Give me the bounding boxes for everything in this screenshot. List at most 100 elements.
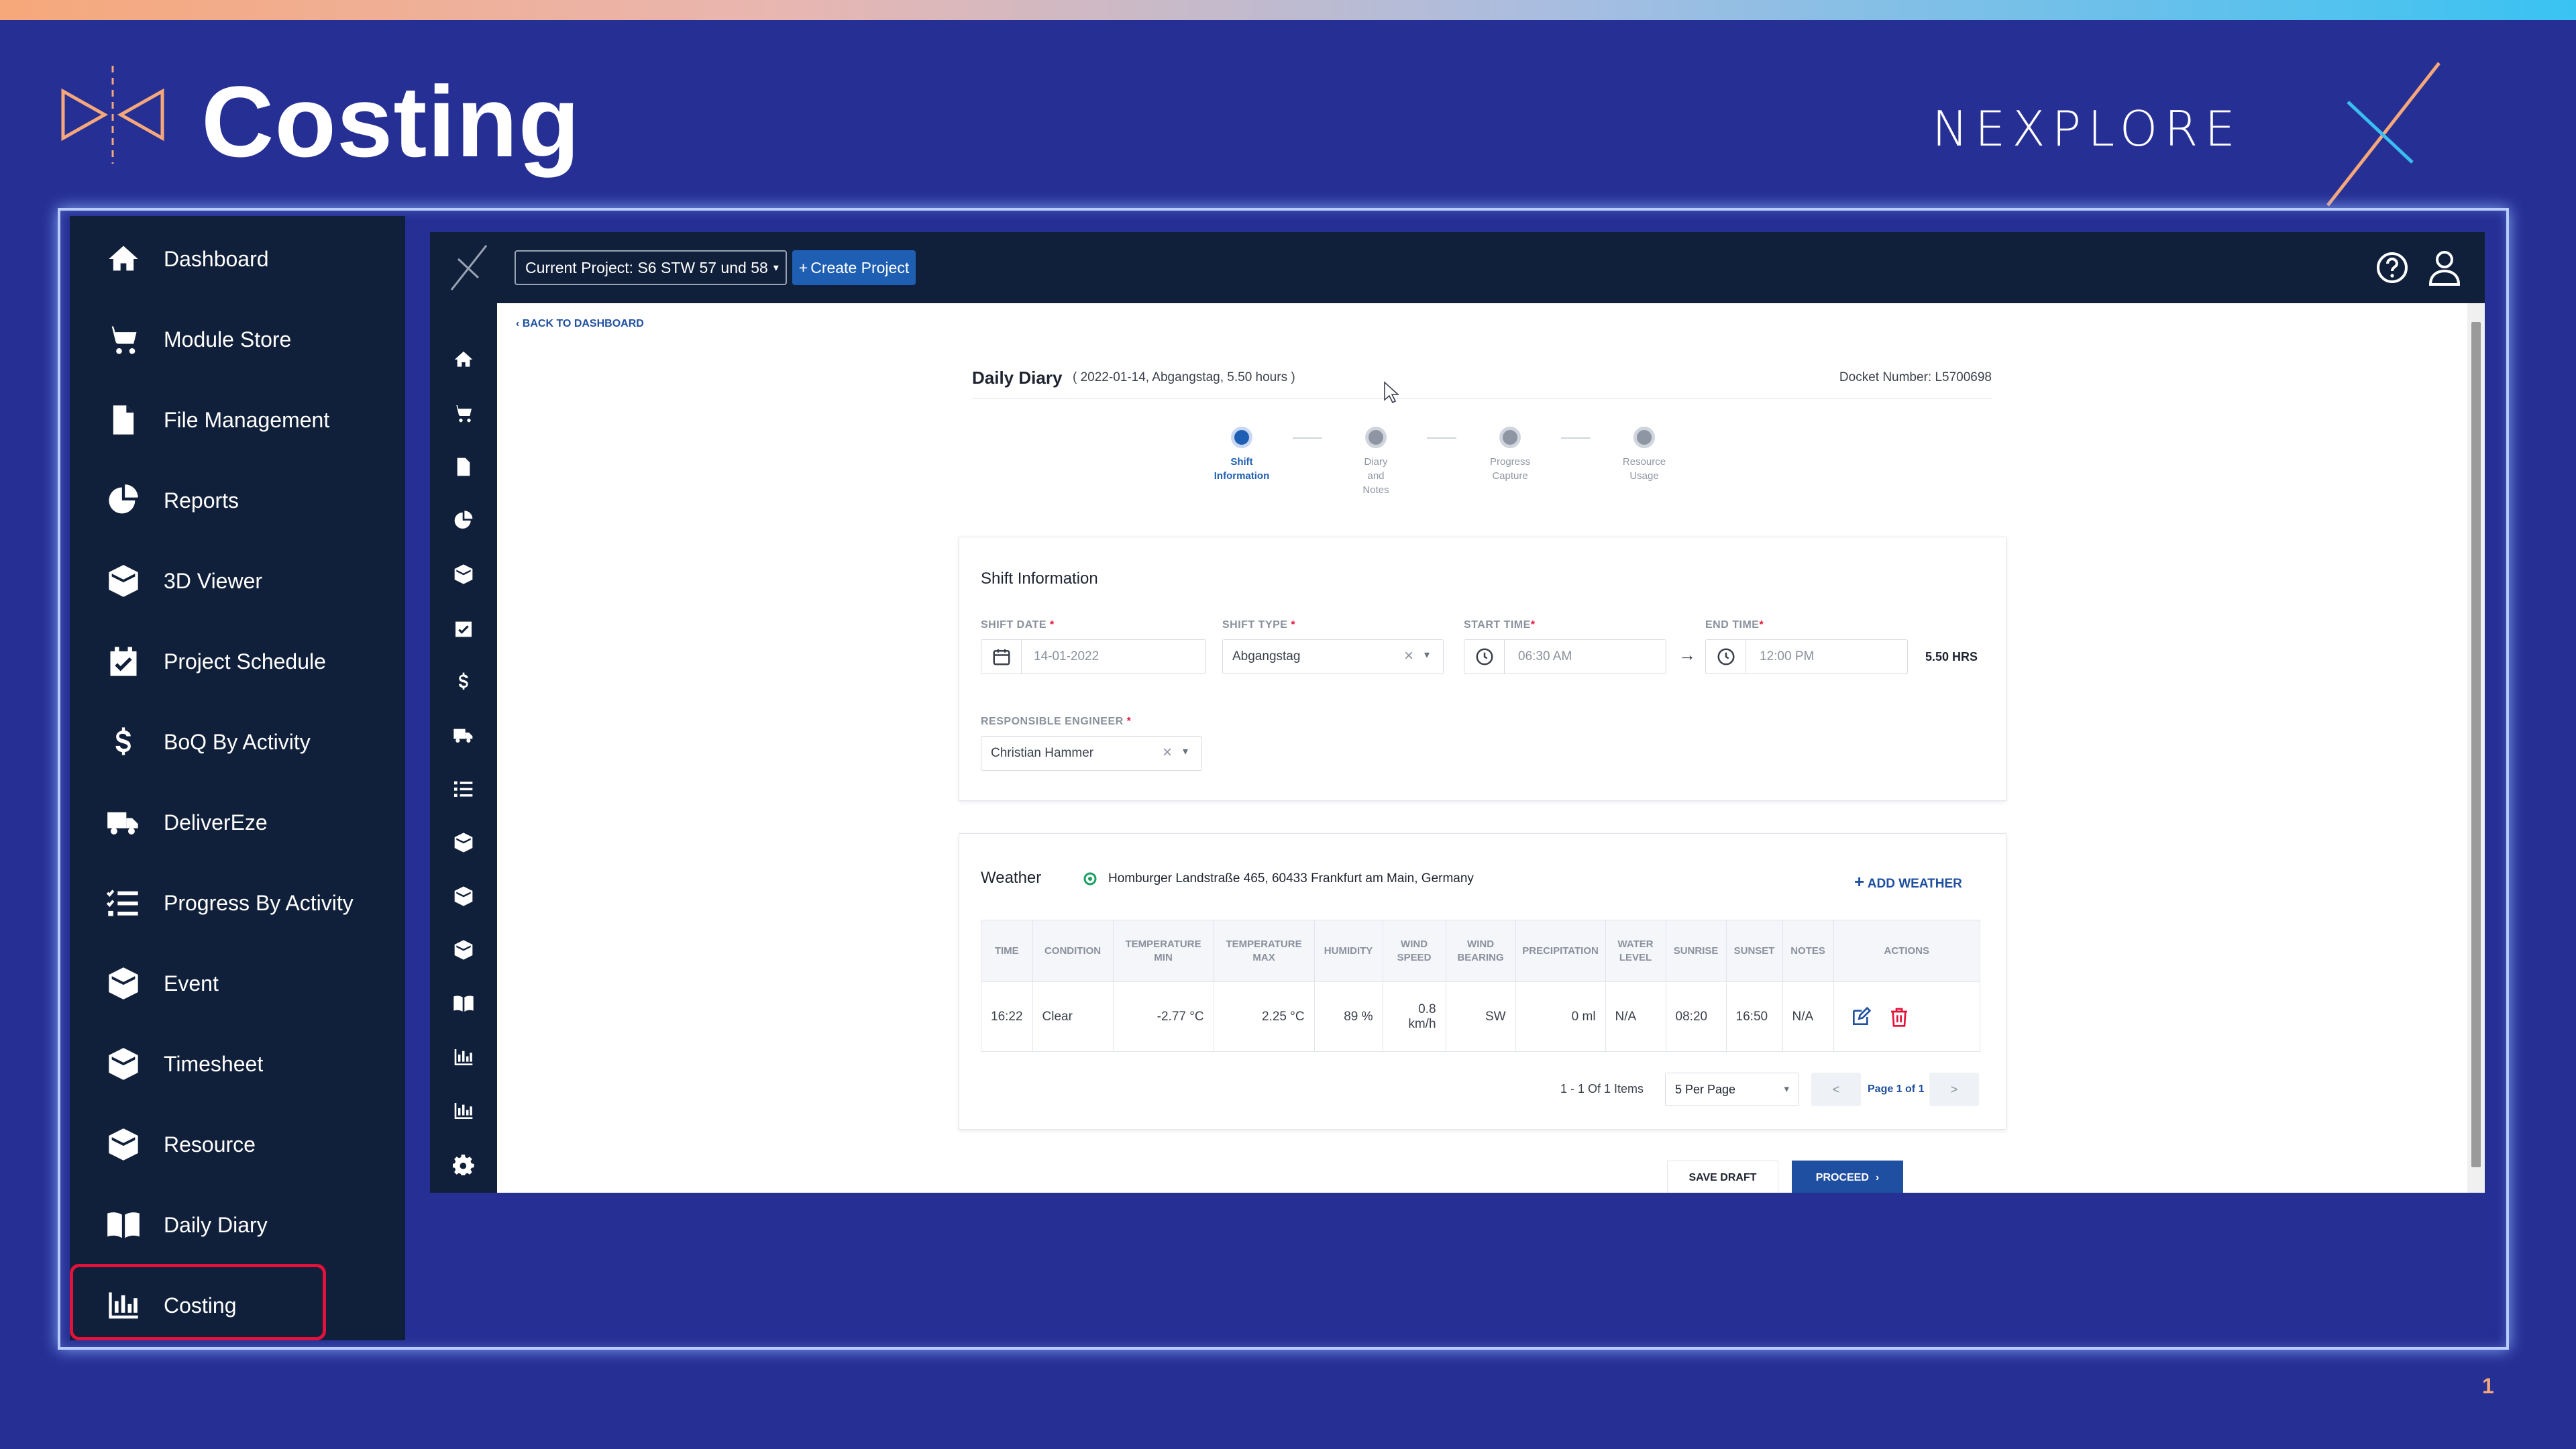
- bar-chart-icon[interactable]: [450, 1044, 477, 1071]
- cube-icon[interactable]: [450, 883, 477, 910]
- bar-chart-icon[interactable]: [450, 1097, 477, 1124]
- step-connector: [1293, 437, 1322, 439]
- cell-temp-min: -2.77 °C: [1112, 981, 1214, 1052]
- file-icon[interactable]: [450, 453, 477, 480]
- shift-type-select[interactable]: Abgangstag × ▾: [1222, 639, 1444, 674]
- cart-icon[interactable]: [450, 400, 477, 427]
- calendar-icon: [981, 640, 1022, 674]
- truck-icon: [99, 805, 148, 840]
- scrollbar-thumb[interactable]: [2471, 322, 2481, 1167]
- sidebar-item-delivereze[interactable]: DeliverEze: [70, 789, 405, 856]
- step-label: Diary and Notes: [1362, 456, 1389, 496]
- cell-wind-speed: 0.8 km/h: [1382, 981, 1446, 1052]
- next-page-button[interactable]: >: [1929, 1073, 1979, 1106]
- book-icon[interactable]: [450, 990, 477, 1017]
- cube-icon[interactable]: [450, 829, 477, 856]
- cube-icon: [99, 1046, 148, 1081]
- sidebar-item-label: File Management: [164, 407, 330, 432]
- shift-date-value: 14-01-2022: [1034, 649, 1099, 663]
- weather-card: Weather Homburger Landstraße 465, 60433 …: [959, 833, 2006, 1130]
- column-header: WIND BEARING: [1445, 920, 1516, 982]
- add-weather-button[interactable]: + ADD WEATHER: [1854, 871, 1962, 892]
- start-time-field[interactable]: 06:30 AM: [1464, 639, 1666, 674]
- shift-date-field[interactable]: 14-01-2022: [981, 639, 1206, 674]
- step-diary-notes[interactable]: Diary and Notes: [1336, 427, 1416, 497]
- chevron-down-icon: ▾: [1424, 649, 1430, 661]
- cell-time: 16:22: [981, 981, 1033, 1052]
- chevron-right-icon: ›: [1875, 1172, 1880, 1183]
- scrollbar[interactable]: [2467, 303, 2485, 1193]
- bar-chart-icon: [99, 1288, 148, 1323]
- help-icon[interactable]: [2375, 251, 2409, 284]
- sidebar-item-progress-by-activity[interactable]: Progress By Activity: [70, 869, 405, 936]
- sidebar-item-label: Dashboard: [164, 246, 269, 271]
- sidebar-item-project-schedule[interactable]: Project Schedule: [70, 628, 405, 695]
- create-project-button[interactable]: + Create Project: [792, 250, 916, 285]
- cell-sunset: 16:50: [1725, 981, 1783, 1052]
- sidebar-item-file-management[interactable]: File Management: [70, 386, 405, 453]
- sidebar-item-label: DeliverEze: [164, 810, 268, 835]
- per-page-value: 5 Per Page: [1675, 1082, 1736, 1096]
- column-header: PRECIPITATION: [1515, 920, 1606, 982]
- truck-icon[interactable]: [450, 722, 477, 749]
- chevron-left-icon: ‹: [516, 318, 520, 329]
- per-page-select[interactable]: 5 Per Page ▾: [1665, 1073, 1799, 1106]
- gear-icon[interactable]: [450, 1151, 477, 1178]
- sidebar-item-reports[interactable]: Reports: [70, 467, 405, 534]
- proceed-button[interactable]: PROCEED ›: [1792, 1161, 1903, 1193]
- main-content: ‹ BACK TO DASHBOARD Daily Diary ( 2022-0…: [497, 303, 2485, 1193]
- x-logo-icon: [450, 245, 488, 290]
- sidebar-item-daily-diary[interactable]: Daily Diary: [70, 1191, 405, 1258]
- shift-type-label: SHIFT TYPE *: [1222, 619, 1296, 631]
- sidebar-item-dashboard[interactable]: Dashboard: [70, 225, 405, 292]
- back-link-label: BACK TO DASHBOARD: [522, 318, 644, 329]
- end-time-field[interactable]: 12:00 PM: [1705, 639, 1908, 674]
- sidebar-item-timesheet[interactable]: Timesheet: [70, 1030, 405, 1097]
- dollar-icon[interactable]: [450, 668, 477, 695]
- save-draft-button[interactable]: SAVE DRAFT: [1667, 1161, 1778, 1193]
- file-icon: [99, 402, 148, 437]
- step-progress-capture[interactable]: Progress Capture: [1470, 427, 1550, 483]
- sidebar-item-3d-viewer[interactable]: 3D Viewer: [70, 547, 405, 614]
- back-to-dashboard-link[interactable]: ‹ BACK TO DASHBOARD: [516, 318, 644, 330]
- chevron-down-icon: ▾: [1183, 746, 1189, 757]
- home-icon: [99, 241, 148, 276]
- prev-page-button[interactable]: <: [1811, 1073, 1861, 1106]
- plus-icon: +: [1854, 871, 1865, 892]
- home-icon[interactable]: [450, 346, 477, 373]
- column-header: SUNRISE: [1665, 920, 1727, 982]
- calendar-check-icon[interactable]: [450, 614, 477, 641]
- clear-icon[interactable]: ×: [1163, 743, 1173, 761]
- sidebar-item-costing[interactable]: Costing: [70, 1272, 405, 1339]
- page-number: 1: [2482, 1374, 2494, 1398]
- sidebar-item-resource[interactable]: Resource: [70, 1111, 405, 1178]
- cube-icon[interactable]: [450, 561, 477, 588]
- table-header-row: TIME CONDITION TEMPERATURE MIN TEMPERATUR…: [981, 920, 1981, 982]
- cube-icon[interactable]: [450, 936, 477, 963]
- step-shift-information[interactable]: Shift Information: [1201, 427, 1282, 483]
- mouse-cursor-icon: [1384, 381, 1399, 404]
- project-select[interactable]: Current Project: S6 STW 57 und 58 ▾: [515, 250, 787, 285]
- sidebar-item-module-store[interactable]: Module Store: [70, 306, 405, 373]
- calendar-check-icon: [99, 644, 148, 679]
- step-resource-usage[interactable]: Resource Usage: [1604, 427, 1684, 483]
- sidebar-item-boq-by-activity[interactable]: BoQ By Activity: [70, 708, 405, 775]
- sidebar-item-label: Progress By Activity: [164, 890, 354, 915]
- user-icon[interactable]: [2428, 250, 2461, 286]
- column-header: TEMPERATURE MAX: [1213, 920, 1315, 982]
- cart-icon: [99, 322, 148, 357]
- card-title: Shift Information: [981, 570, 1098, 588]
- cell-humidity: 89 %: [1313, 981, 1383, 1052]
- sidebar-item-event[interactable]: Event: [70, 950, 405, 1017]
- trash-icon[interactable]: [1888, 1006, 1910, 1028]
- pie-chart-icon[interactable]: [450, 507, 477, 534]
- task-list-icon[interactable]: [450, 775, 477, 802]
- responsible-engineer-select[interactable]: Christian Hammer × ▾: [981, 736, 1202, 771]
- column-header: HUMIDITY: [1313, 920, 1383, 982]
- cell-sunrise: 08:20: [1665, 981, 1727, 1052]
- cube-icon: [99, 966, 148, 1001]
- clear-icon[interactable]: ×: [1404, 647, 1414, 665]
- cube-icon: [99, 564, 148, 598]
- pagination-items-text: 1 - 1 Of 1 Items: [1560, 1082, 1644, 1095]
- edit-icon[interactable]: [1850, 1006, 1872, 1028]
